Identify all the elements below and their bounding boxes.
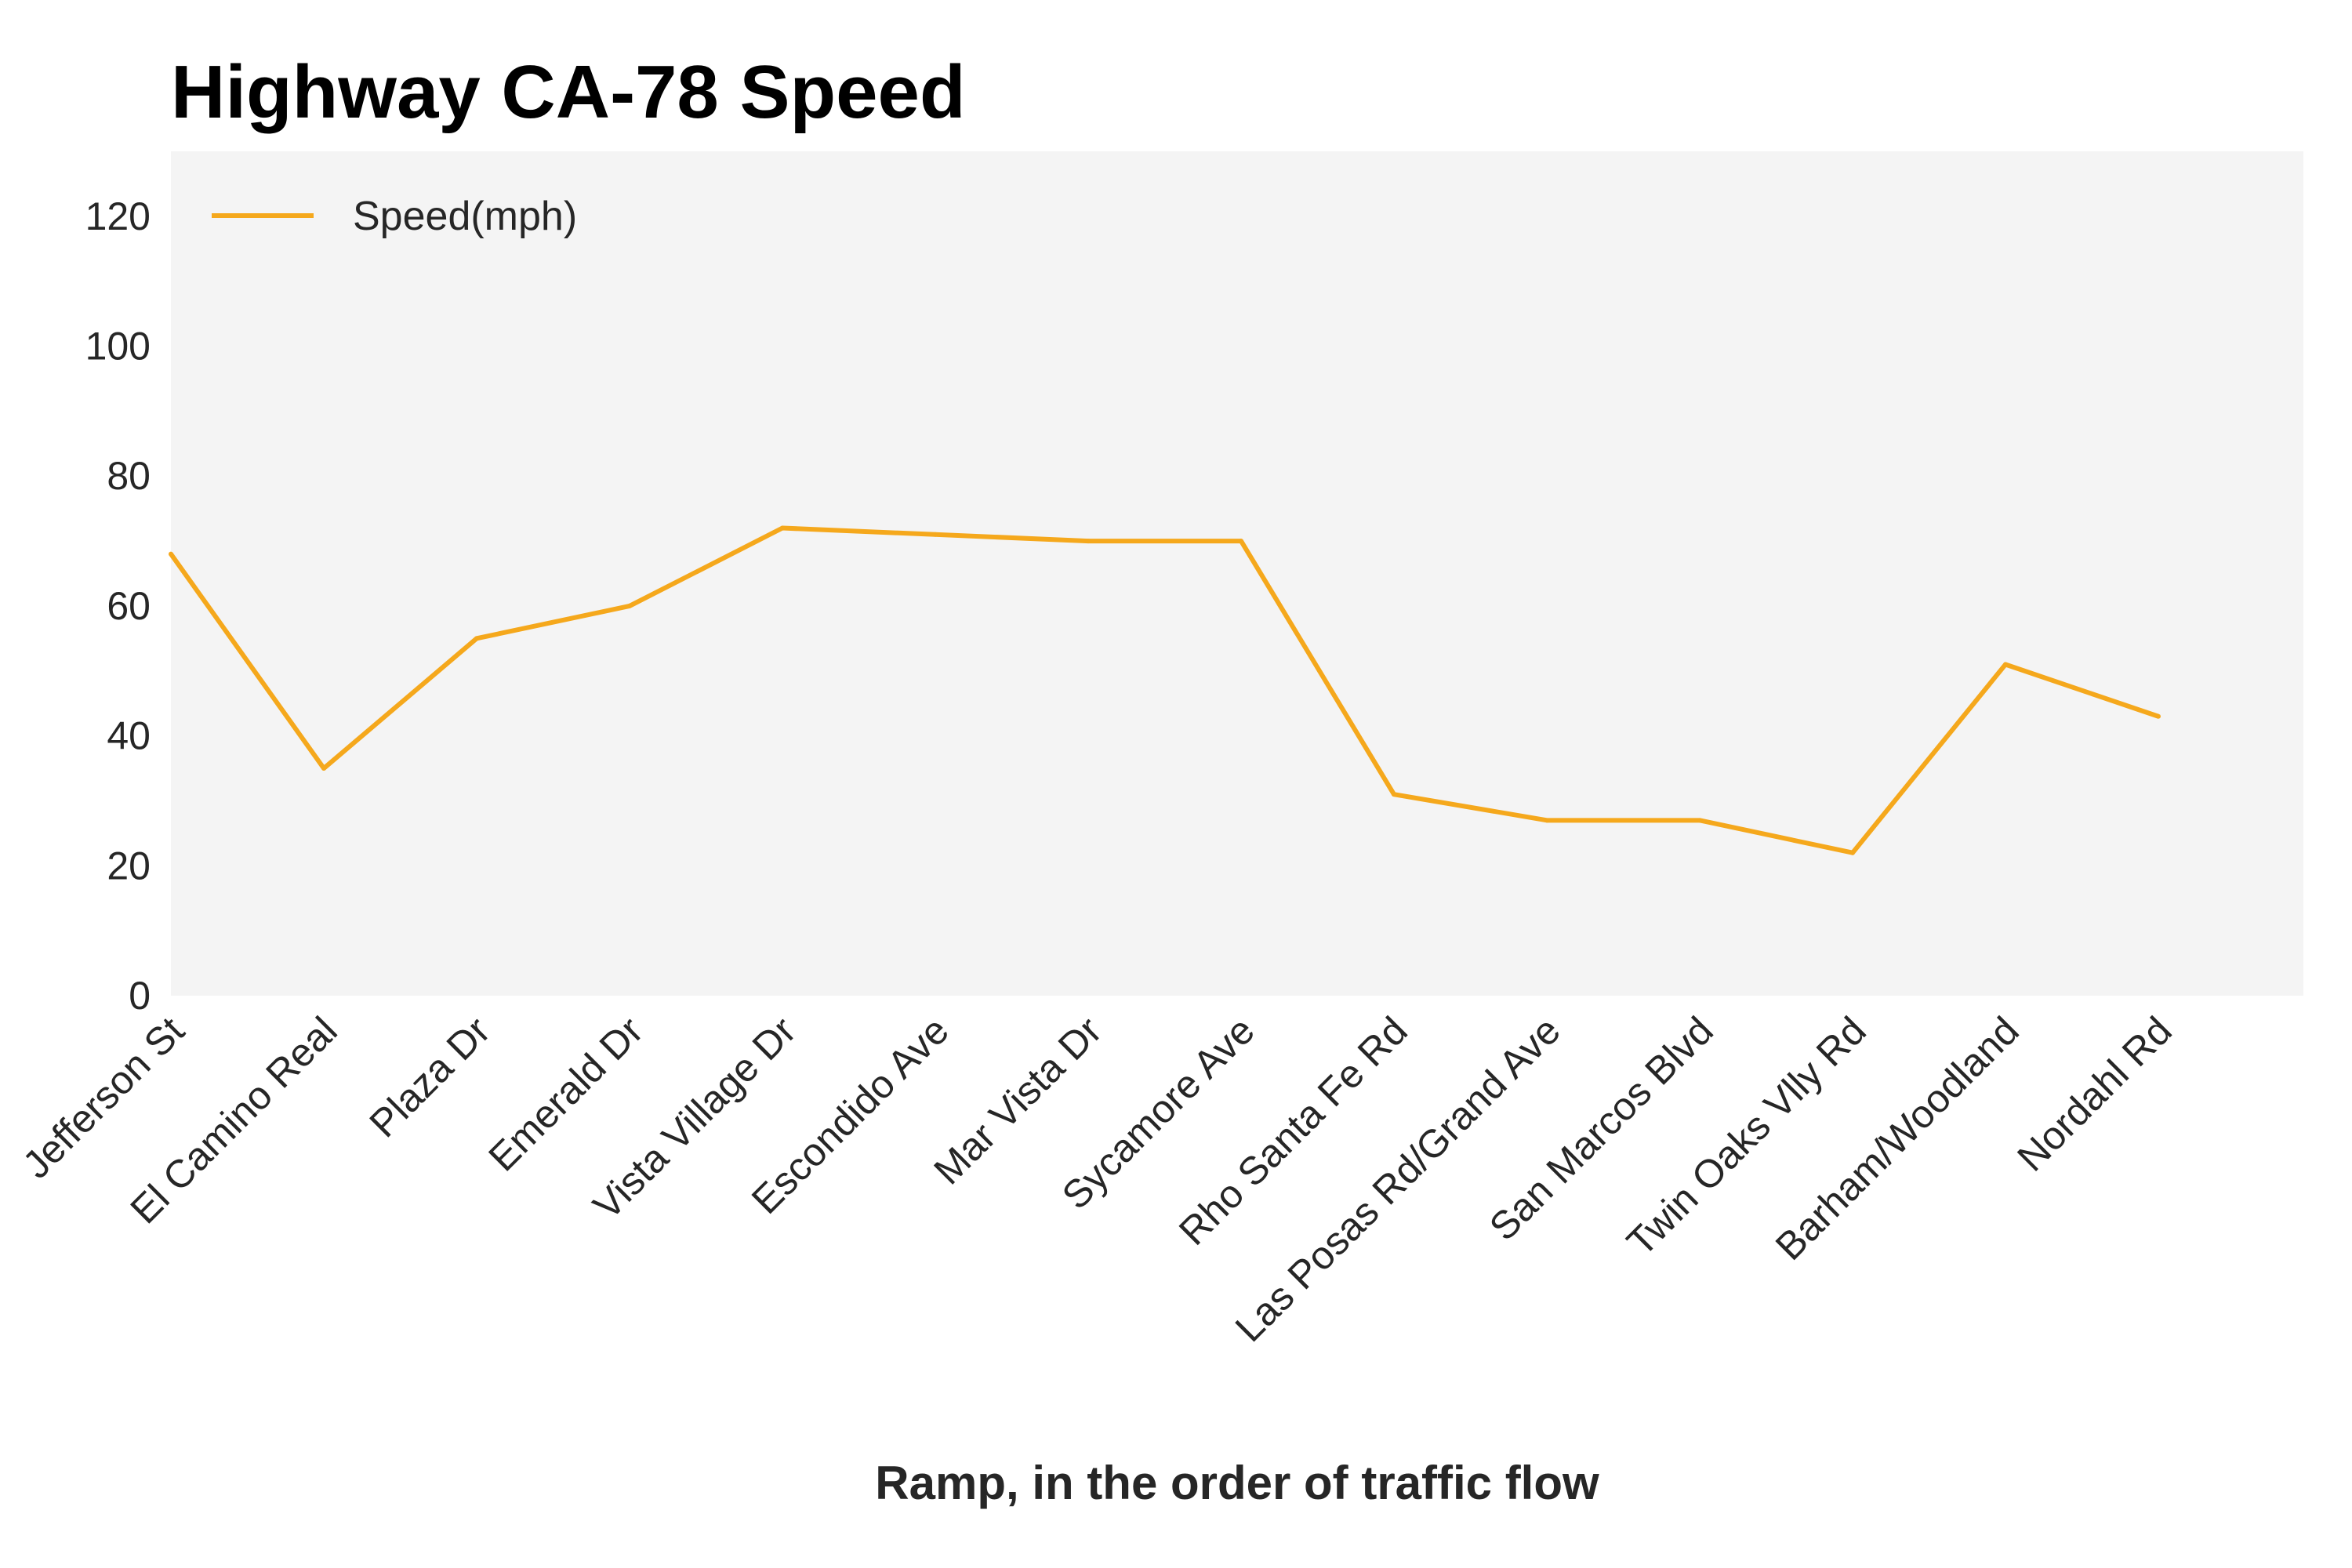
y-tick-label: 60 — [107, 584, 151, 628]
x-tick-label: Plaza Dr — [361, 1008, 499, 1145]
data-point — [1239, 539, 1243, 544]
y-axis: 0 20 40 60 80 100 120 — [85, 194, 151, 1018]
x-tick-label: Emerald Dr — [480, 1008, 651, 1179]
legend-label: Speed(mph) — [353, 194, 577, 239]
data-point — [933, 532, 938, 537]
data-point — [474, 636, 479, 641]
data-point — [1544, 818, 1549, 823]
y-tick-label: 80 — [107, 454, 151, 498]
data-point — [1850, 850, 1855, 855]
data-point — [627, 603, 632, 608]
data-point — [321, 766, 326, 771]
chart-title: Highway CA-78 Speed — [171, 50, 966, 134]
y-tick-label: 100 — [85, 325, 151, 368]
series-line — [169, 525, 2159, 855]
data-point — [1697, 818, 1702, 823]
legend: Speed(mph) — [212, 194, 577, 239]
data-point — [169, 551, 173, 557]
data-point — [1086, 539, 1091, 544]
series-layer — [169, 525, 2161, 855]
y-tick-label: 0 — [129, 974, 151, 1018]
x-axis-label: Ramp, in the order of traffic flow — [875, 1457, 1599, 1509]
data-point — [2003, 662, 2008, 667]
data-point — [2156, 713, 2161, 719]
data-point — [1392, 792, 1396, 797]
y-tick-label: 40 — [107, 714, 151, 758]
data-point — [780, 525, 785, 531]
plot-area — [171, 151, 2303, 996]
x-tick-label: Las Posas Rd/Grand Ave — [1227, 1008, 1569, 1350]
y-tick-label: 20 — [107, 844, 151, 887]
y-tick-label: 120 — [85, 194, 151, 238]
x-tick-label: Nordahl Rd — [2009, 1008, 2180, 1179]
